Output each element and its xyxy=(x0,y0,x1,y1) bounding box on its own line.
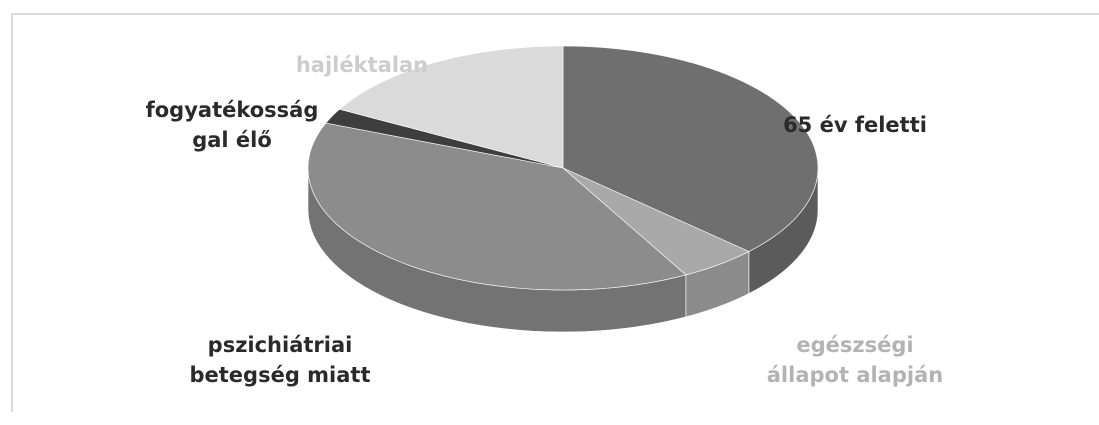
slice xyxy=(562,167,750,276)
slice-label: egészségi állapot alapján xyxy=(767,333,943,387)
slice xyxy=(562,45,819,252)
labels: 65 év feletti egészségi állapot alapján psz… xyxy=(146,53,944,387)
slice-label: fogyatékosság gal élő xyxy=(146,98,319,152)
slice-label: hajléktalan xyxy=(296,53,428,77)
pie xyxy=(307,45,819,333)
slice-label: 65 év feletti xyxy=(783,113,927,137)
slice xyxy=(338,45,564,169)
slice-label: pszichiátriai betegség miatt xyxy=(189,333,370,387)
slice xyxy=(325,108,564,169)
slice xyxy=(307,122,687,291)
